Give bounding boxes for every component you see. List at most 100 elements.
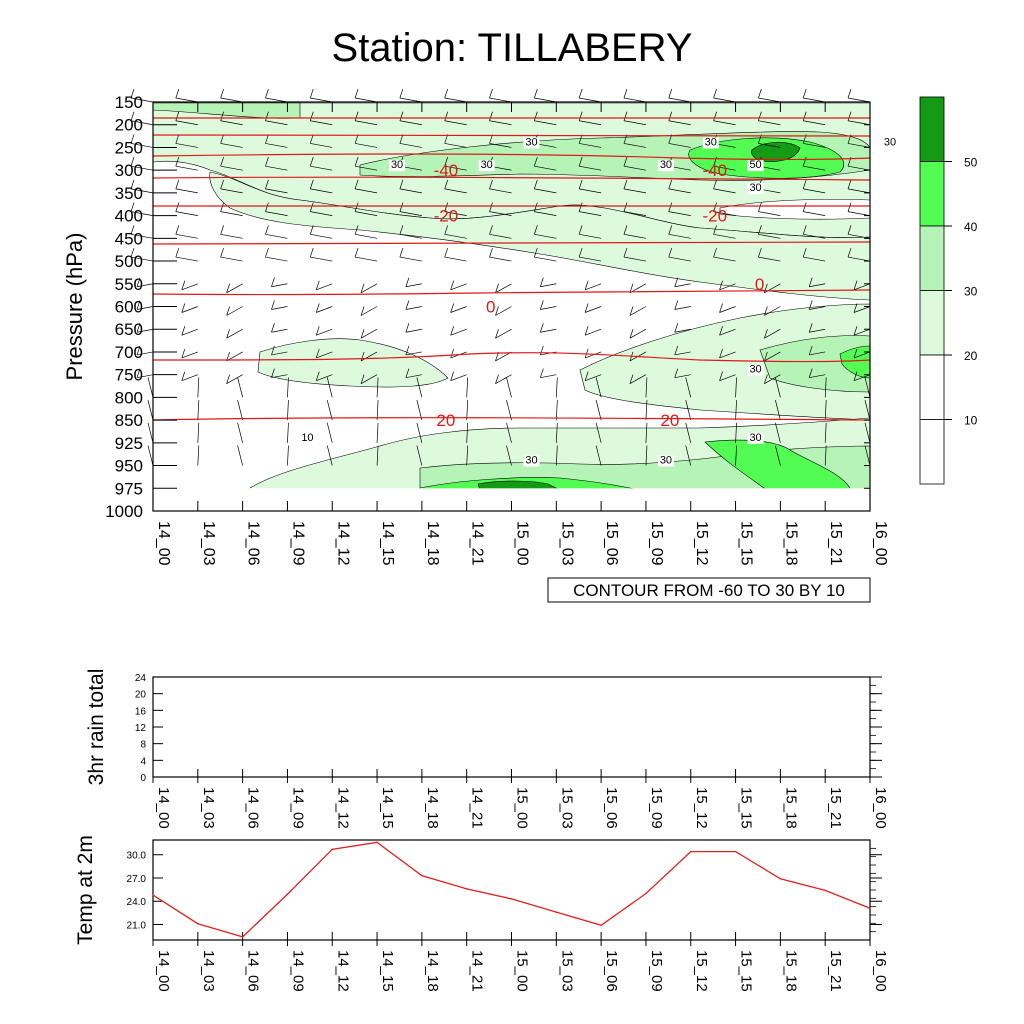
data-point xyxy=(689,850,692,853)
wind-barb-flag xyxy=(539,368,544,378)
wind-barb xyxy=(265,143,288,148)
wind-barb xyxy=(540,306,557,310)
wind-label-bg xyxy=(523,455,540,467)
wind-barb xyxy=(197,422,200,443)
wind-barb-flag xyxy=(130,88,135,99)
colorbar-label: 10 xyxy=(964,414,978,428)
wind-barb xyxy=(847,120,871,126)
wind-barb xyxy=(147,445,154,466)
wind-barb-flag xyxy=(399,247,404,258)
wind-barb xyxy=(326,400,333,421)
wind-label-bg xyxy=(882,137,898,149)
wind-barb xyxy=(803,188,826,194)
wind-barb xyxy=(310,143,333,148)
wind-barb xyxy=(685,400,692,421)
wind-barb xyxy=(220,120,243,126)
wind-barb-flag xyxy=(578,179,583,189)
wind-barb xyxy=(758,120,781,126)
wind-contour-label: 30 xyxy=(884,136,896,148)
wind-barb xyxy=(579,120,602,126)
series-line xyxy=(152,841,871,938)
wind-barb xyxy=(595,377,602,398)
x-tick-label: 15_03 xyxy=(558,787,575,829)
x-tick-label: 15_21 xyxy=(827,950,844,992)
wind-barb-flag xyxy=(315,280,320,290)
wind-barb-flag xyxy=(309,225,314,235)
wind-barb xyxy=(416,422,423,443)
temperature-contour xyxy=(152,289,871,296)
wind-barb xyxy=(803,233,826,239)
wind-barb-flag xyxy=(226,283,230,293)
wind-barb xyxy=(287,377,289,398)
temperature-contour-label: 20 xyxy=(436,411,455,430)
wind-barb xyxy=(310,233,333,239)
wind-barb xyxy=(668,188,691,194)
wind-barb xyxy=(495,306,512,316)
wind-barb-flag xyxy=(584,326,589,336)
wind-barb xyxy=(136,374,154,379)
wind-barb-flag xyxy=(399,179,404,189)
data-point xyxy=(779,877,782,880)
colorbar-swatch xyxy=(919,225,945,291)
wind-barb xyxy=(354,120,378,126)
wind-barb xyxy=(310,188,333,194)
wind-barb xyxy=(713,211,736,216)
wind-barb-flag xyxy=(405,323,410,333)
wind-barb xyxy=(416,400,423,421)
wind-barb-flag xyxy=(265,134,269,144)
x-tick-label: 15_21 xyxy=(827,787,844,829)
wind-barb xyxy=(444,211,467,216)
data-point xyxy=(331,848,334,851)
x-tick-label: 14_15 xyxy=(379,787,396,829)
wind-barb xyxy=(354,233,378,239)
data-point xyxy=(824,889,826,892)
wind-barb-flag xyxy=(220,111,224,121)
wind-barb-flag xyxy=(309,88,314,99)
wind-barb xyxy=(824,400,827,421)
wind-barb-flag xyxy=(668,88,673,99)
wind-barb xyxy=(416,445,423,466)
wind-barb xyxy=(147,422,154,443)
wind-barb xyxy=(674,328,691,333)
temperature-contour-label: -20 xyxy=(434,207,459,226)
wind-barb-flag xyxy=(226,374,230,384)
wind-barb xyxy=(376,445,379,466)
wind-barb xyxy=(450,306,467,313)
wind-barb xyxy=(265,97,288,103)
wind-barb-flag xyxy=(399,111,404,121)
wind-barb-flag xyxy=(175,88,180,99)
y-tick-label: 300 xyxy=(115,161,143,180)
wind-barb xyxy=(316,374,333,381)
wind-barb xyxy=(287,445,289,466)
wind-barb xyxy=(809,328,826,333)
wind-barb xyxy=(450,283,467,291)
y-tick-label: 350 xyxy=(115,184,143,203)
wind-barb xyxy=(316,351,333,359)
wind-barb xyxy=(629,374,647,384)
x-tick-label: 15_00 xyxy=(514,787,531,829)
wind-barb xyxy=(265,256,288,262)
wind-barb xyxy=(444,97,467,103)
wind-barb xyxy=(506,377,512,398)
wind-contour-label: 50 xyxy=(749,159,761,171)
wind-label-bg xyxy=(702,137,719,149)
wind-barb-flag xyxy=(623,202,628,212)
temperature-contour-label: 0 xyxy=(486,298,495,317)
y-tick-label: 8 xyxy=(140,740,146,751)
wind-barb-flag xyxy=(578,157,583,167)
wind-barb xyxy=(354,165,378,171)
wind-barb-flag xyxy=(674,277,679,287)
wind-barb-flag xyxy=(489,88,493,99)
wind-barb-flag xyxy=(399,225,404,235)
wind-barb-flag xyxy=(674,323,679,333)
wind-barb xyxy=(316,283,333,291)
colorbar-swatch xyxy=(919,96,945,162)
wind-shade-region-2 xyxy=(209,171,870,301)
wind-barb xyxy=(595,422,602,443)
wind-barb xyxy=(354,97,378,103)
wind-barb xyxy=(713,233,736,239)
wind-contour-label: 30 xyxy=(391,159,403,171)
x-tick-label: 15_21 xyxy=(827,521,844,566)
wind-barb-flag xyxy=(584,280,589,290)
wind-barb-flag xyxy=(668,202,673,212)
